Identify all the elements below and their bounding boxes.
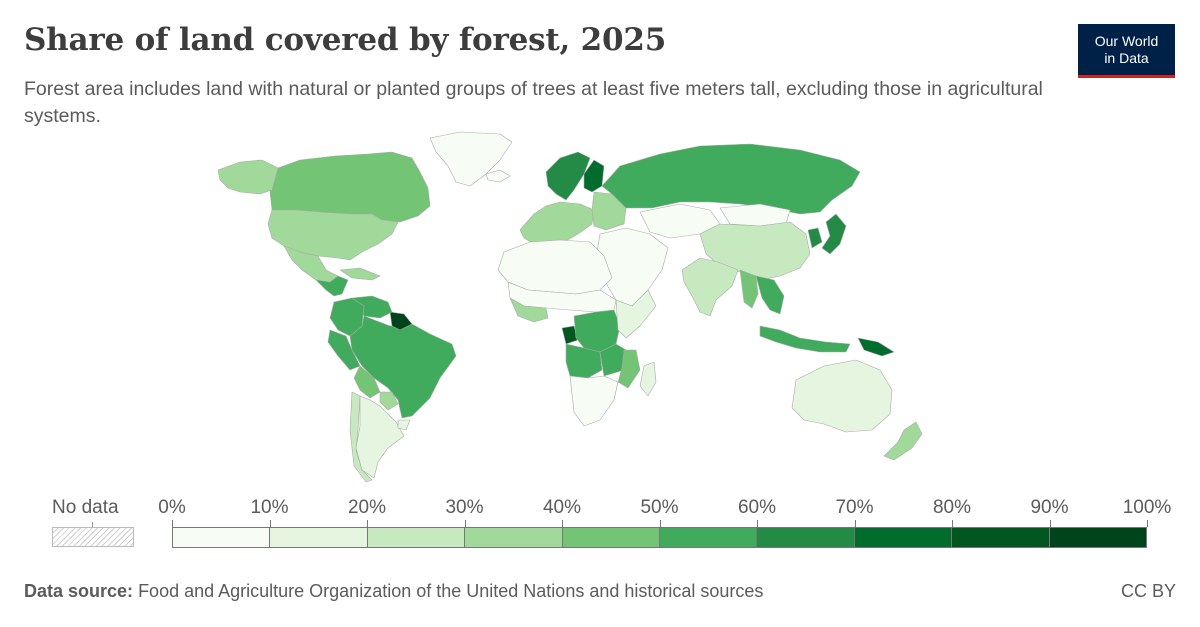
legend-bin-7[interactable]: [854, 528, 953, 547]
map-region-paraguay[interactable]: [379, 391, 399, 411]
legend-tick-mark: [757, 520, 758, 527]
map-region-chile[interactable]: [349, 391, 373, 483]
map-region-east-africa[interactable]: [615, 289, 657, 339]
legend-bin-4[interactable]: [562, 528, 661, 547]
legend-tick-mark: [854, 520, 856, 527]
map-region-india[interactable]: [681, 257, 739, 317]
legend-bin-8[interactable]: [952, 528, 1050, 547]
map-region-southeast-asia[interactable]: [755, 275, 785, 315]
chart-title: Share of land covered by forest, 2025: [24, 22, 667, 58]
legend-bin-2[interactable]: [367, 528, 466, 547]
legend-tick-mark: [367, 520, 368, 527]
map-region-peru[interactable]: [327, 329, 361, 371]
legend-tick-mark: [1147, 520, 1148, 527]
legend-tick-label: 60%: [737, 497, 777, 518]
legend-tick-label: 90%: [1030, 497, 1069, 518]
legend-bin-9[interactable]: [1049, 528, 1147, 547]
map-region-guianas[interactable]: [389, 311, 413, 331]
legend-tick-label: 70%: [835, 497, 874, 518]
map-region-united-states[interactable]: [267, 209, 399, 261]
legend-tick-label: 0%: [158, 497, 186, 518]
map-region-scandinavia[interactable]: [545, 151, 591, 201]
map-region-russia[interactable]: [601, 143, 861, 215]
map-region-bolivia[interactable]: [353, 365, 381, 399]
legend-tick-label: 50%: [640, 497, 679, 518]
map-region-new-zealand[interactable]: [883, 421, 923, 461]
owid-logo[interactable]: Our World in Data: [1078, 24, 1175, 78]
logo-line-2: in Data: [1104, 49, 1149, 66]
legend-tick-label: 40%: [542, 497, 582, 518]
legend-tick-mark: [562, 520, 563, 527]
map-region-korea[interactable]: [807, 227, 823, 249]
map-region-angola[interactable]: [565, 343, 603, 379]
legend-tick-mark: [659, 520, 661, 527]
map-region-madagascar[interactable]: [639, 361, 657, 397]
map-region-indonesia[interactable]: [759, 325, 851, 353]
legend-tick-mark: [952, 520, 953, 527]
map-region-west-africa-coast[interactable]: [509, 297, 549, 323]
legend-tick-label: 10%: [250, 497, 289, 518]
license-link[interactable]: CC BY: [1120, 581, 1176, 601]
map-region-mozambique[interactable]: [617, 349, 641, 389]
map-region-australia[interactable]: [791, 359, 893, 433]
legend-bin-5[interactable]: [660, 528, 758, 547]
legend-bin-1[interactable]: [270, 528, 368, 547]
legend-tick-mark: [1049, 520, 1051, 527]
map-region-western-europe[interactable]: [519, 201, 595, 247]
map-region-uruguay[interactable]: [397, 419, 411, 431]
legend-bin-3[interactable]: [465, 528, 563, 547]
data-source: Data source: Food and Agriculture Organi…: [24, 581, 763, 602]
world-map[interactable]: [0, 130, 1200, 495]
legend-tick-mark: [464, 520, 466, 527]
legend-tick-mark: [172, 520, 173, 527]
legend-tick-label: 20%: [347, 497, 387, 518]
map-region-japan[interactable]: [821, 213, 847, 255]
map-region-alaska[interactable]: [217, 159, 279, 195]
world-map-svg: [217, 131, 923, 483]
map-region-papua-new-guinea[interactable]: [857, 337, 895, 357]
map-region-myanmar[interactable]: [739, 269, 759, 309]
chart-subtitle: Forest area includes land with natural o…: [24, 78, 1043, 127]
legend-no-data-label: No data: [52, 497, 119, 518]
map-region-iceland[interactable]: [485, 169, 511, 183]
legend-color-scale[interactable]: [172, 527, 1147, 548]
map-region-caribbean[interactable]: [339, 267, 381, 281]
data-source-text: Food and Agriculture Organization of the…: [138, 581, 764, 601]
data-source-label: Data source:: [24, 581, 134, 601]
map-region-colombia[interactable]: [329, 297, 365, 337]
legend-tick-label: 100%: [1122, 497, 1172, 518]
map-region-southern-africa[interactable]: [569, 375, 619, 427]
legend-tick-mark: [269, 520, 271, 527]
legend-tick-label: 30%: [445, 497, 484, 518]
legend-no-data-tick: [92, 522, 93, 528]
legend-tick-label: 80%: [932, 497, 972, 518]
map-region-central-america[interactable]: [315, 275, 349, 297]
map-region-argentina[interactable]: [355, 395, 405, 479]
legend-no-data-swatch[interactable]: [52, 527, 134, 547]
legend-bin-6[interactable]: [757, 528, 855, 547]
legend-bin-0[interactable]: [173, 528, 271, 547]
logo-line-1: Our World: [1094, 32, 1159, 49]
map-region-brazil[interactable]: [349, 315, 457, 419]
